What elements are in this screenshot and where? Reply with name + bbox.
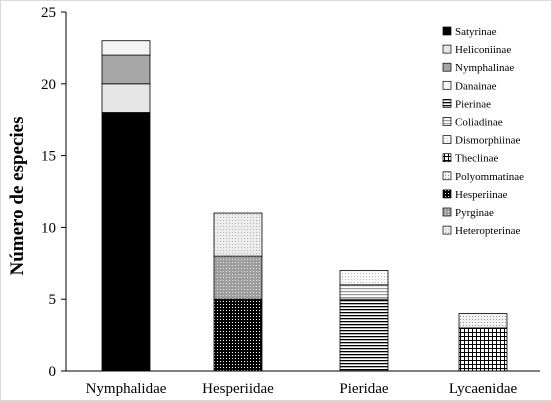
y-tick-label: 0	[49, 364, 57, 380]
legend-label: Theclinae	[455, 153, 498, 165]
x-tick-label: Nymphalidae	[86, 381, 167, 397]
bar-segment-heteropterinae-hesperiidae	[213, 212, 263, 257]
legend-swatch	[442, 62, 452, 72]
legend-swatch	[442, 117, 452, 126]
legend-label: Danainae	[455, 80, 497, 92]
y-tick-label: 25	[41, 5, 56, 21]
legend-label: Pyrginae	[455, 207, 494, 219]
bar-segment-heliconiinae-nymphalidae	[101, 83, 151, 113]
bars	[101, 40, 508, 372]
x-tick-label: Lycaenidae	[449, 381, 518, 397]
bar-segment-pierinae-pieridae	[339, 298, 389, 372]
x-tick-label: Hesperiidae	[202, 381, 274, 397]
legend-swatch	[442, 99, 452, 108]
bar-segment-polyommatinae-lycaenidae	[458, 313, 508, 329]
legend-label: Coliadinae	[455, 117, 503, 129]
bar-segment-theclinae-lycaenidae	[458, 327, 508, 372]
legend-label: Dismorphiinae	[455, 135, 520, 147]
x-tick-label: Pieridae	[339, 381, 388, 397]
legend-swatch	[442, 171, 452, 181]
y-tick-label: 10	[41, 220, 56, 236]
legend-swatch	[442, 44, 452, 54]
legend-swatch	[442, 153, 452, 163]
y-axis-label: Número de especies	[7, 116, 28, 275]
legend-swatch	[442, 26, 452, 36]
y-tick-label: 20	[41, 77, 56, 93]
legend-label: Satyrinae	[455, 26, 497, 38]
bar-segment-coliadinae-pieridae	[339, 284, 389, 300]
bar-segment-dismorphiinae-pieridae	[339, 270, 389, 286]
legend-swatch	[442, 225, 452, 235]
y-tick-label: 5	[49, 292, 57, 308]
legend-label: Polyommatinae	[455, 171, 524, 183]
bar-segment-satyrinae-nymphalidae	[101, 112, 151, 372]
legend-label: Hesperiinae	[455, 189, 508, 201]
legend: Satyrinae Heliconiinae Nymphalinae Danainae…	[442, 26, 524, 237]
bar-segment-danainae-nymphalidae	[101, 40, 151, 56]
bar-segment-nymphalinae-nymphalidae	[101, 54, 151, 85]
x-axis: Nymphalidae Hesperiidae Pieridae Lycaenidae	[66, 370, 540, 397]
y-tick-label: 15	[41, 149, 56, 165]
bar-segment-hesperiinae-hesperiidae	[213, 298, 263, 372]
legend-swatch	[442, 135, 452, 144]
legend-label: Pierinae	[455, 98, 491, 110]
legend-swatch	[442, 189, 452, 199]
legend-label: Heteropterinae	[455, 225, 520, 237]
legend-label: Nymphalinae	[455, 62, 514, 74]
y-axis: 0 5 10 15 20 25	[41, 5, 67, 380]
bar-segment-pyrginae-hesperiidae	[213, 255, 263, 300]
legend-swatch	[442, 80, 452, 90]
legend-label: Heliconiinae	[455, 44, 511, 56]
legend-swatch	[442, 207, 452, 217]
